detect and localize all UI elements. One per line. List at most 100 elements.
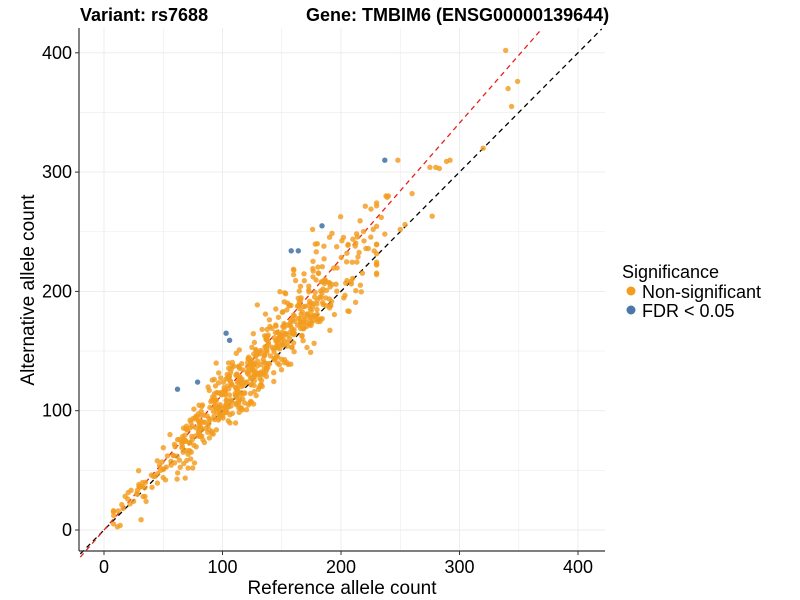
point-non-significant xyxy=(218,375,224,381)
point-non-significant xyxy=(368,234,374,240)
point-non-significant xyxy=(187,448,193,454)
legend-label-non-significant: Non-significant xyxy=(642,282,761,302)
point-non-significant xyxy=(229,410,236,417)
point-non-significant xyxy=(283,291,289,297)
point-non-significant xyxy=(186,440,193,446)
point-non-significant xyxy=(317,316,324,322)
point-non-significant xyxy=(373,200,380,206)
point-non-significant xyxy=(213,360,219,366)
point-non-significant xyxy=(206,435,213,441)
point-non-significant xyxy=(357,282,364,288)
point-non-significant xyxy=(199,402,206,408)
point-non-significant xyxy=(180,438,187,445)
point-non-significant xyxy=(514,78,521,85)
point-non-significant xyxy=(259,326,265,333)
point-non-significant xyxy=(139,484,145,490)
point-non-significant xyxy=(239,381,245,387)
point-non-significant xyxy=(344,250,350,256)
point-non-significant xyxy=(373,270,380,276)
point-non-significant xyxy=(189,433,195,440)
point-non-significant xyxy=(271,335,278,341)
point-non-significant xyxy=(314,301,320,307)
point-non-significant xyxy=(194,414,200,420)
point-non-significant xyxy=(291,313,297,319)
reference-line-identity xyxy=(79,28,603,555)
point-fdr-significant xyxy=(382,157,388,163)
point-non-significant xyxy=(159,459,165,465)
point-non-significant xyxy=(238,405,244,411)
point-non-significant xyxy=(323,295,329,301)
point-non-significant xyxy=(264,336,270,343)
point-fdr-significant xyxy=(319,223,325,229)
point-non-significant xyxy=(309,313,315,319)
point-non-significant xyxy=(340,234,347,241)
point-non-significant xyxy=(237,365,243,372)
point-non-significant xyxy=(361,238,367,244)
point-non-significant xyxy=(304,311,310,318)
point-non-significant xyxy=(266,317,273,323)
point-non-significant xyxy=(279,309,285,315)
x-tick-label: 400 xyxy=(563,557,593,577)
point-non-significant xyxy=(201,412,207,418)
point-non-significant xyxy=(191,406,197,412)
point-non-significant xyxy=(284,307,290,313)
point-non-significant xyxy=(302,316,308,323)
point-non-significant xyxy=(193,444,199,450)
point-non-significant xyxy=(119,501,125,508)
point-non-significant xyxy=(139,479,146,486)
point-non-significant xyxy=(314,306,320,313)
point-non-significant xyxy=(326,234,333,240)
point-non-significant xyxy=(312,241,318,247)
point-non-significant xyxy=(301,271,307,277)
point-non-significant xyxy=(250,362,257,368)
point-non-significant xyxy=(226,365,232,372)
point-non-significant xyxy=(253,392,259,399)
point-non-significant xyxy=(114,524,121,530)
point-non-significant xyxy=(213,397,219,404)
legend-key-fdr xyxy=(626,305,636,315)
point-non-significant xyxy=(233,384,239,391)
point-non-significant xyxy=(306,317,313,323)
point-non-significant xyxy=(505,85,511,92)
point-non-significant xyxy=(197,433,203,439)
point-non-significant xyxy=(193,425,199,431)
point-non-significant xyxy=(295,322,301,328)
point-non-significant xyxy=(115,508,121,514)
y-tick-label: 200 xyxy=(42,281,72,301)
point-non-significant xyxy=(320,286,326,292)
point-non-significant xyxy=(196,418,202,424)
y-tick-label: 0 xyxy=(62,520,72,540)
point-non-significant xyxy=(271,370,277,376)
point-non-significant xyxy=(291,331,297,338)
point-non-significant xyxy=(251,377,258,384)
point-non-significant xyxy=(342,292,348,298)
point-non-significant xyxy=(188,419,194,425)
point-non-significant xyxy=(223,397,229,404)
point-non-significant xyxy=(277,289,283,295)
point-non-significant xyxy=(312,289,318,296)
point-non-significant xyxy=(138,517,144,523)
point-fdr-significant xyxy=(288,248,294,254)
point-non-significant xyxy=(385,193,392,199)
point-non-significant xyxy=(280,323,286,330)
point-non-significant xyxy=(315,270,322,276)
point-non-significant xyxy=(188,456,194,462)
point-non-significant xyxy=(167,431,173,438)
point-fdr-significant xyxy=(295,248,301,254)
point-non-significant xyxy=(358,289,364,295)
point-non-significant xyxy=(284,322,290,328)
point-non-significant xyxy=(229,382,235,388)
point-non-significant xyxy=(232,390,238,396)
point-non-significant xyxy=(294,303,301,309)
point-non-significant xyxy=(212,416,218,423)
x-tick-label: 300 xyxy=(444,557,474,577)
point-non-significant xyxy=(263,373,270,380)
point-non-significant xyxy=(160,445,166,451)
point-non-significant xyxy=(354,259,360,265)
point-non-significant xyxy=(245,402,252,408)
legend-label-fdr: FDR < 0.05 xyxy=(642,301,735,321)
point-non-significant xyxy=(228,403,234,409)
point-non-significant xyxy=(206,387,212,394)
point-non-significant xyxy=(319,290,325,296)
point-non-significant xyxy=(220,379,227,385)
